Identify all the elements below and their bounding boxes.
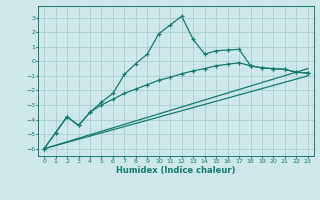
- X-axis label: Humidex (Indice chaleur): Humidex (Indice chaleur): [116, 166, 236, 175]
